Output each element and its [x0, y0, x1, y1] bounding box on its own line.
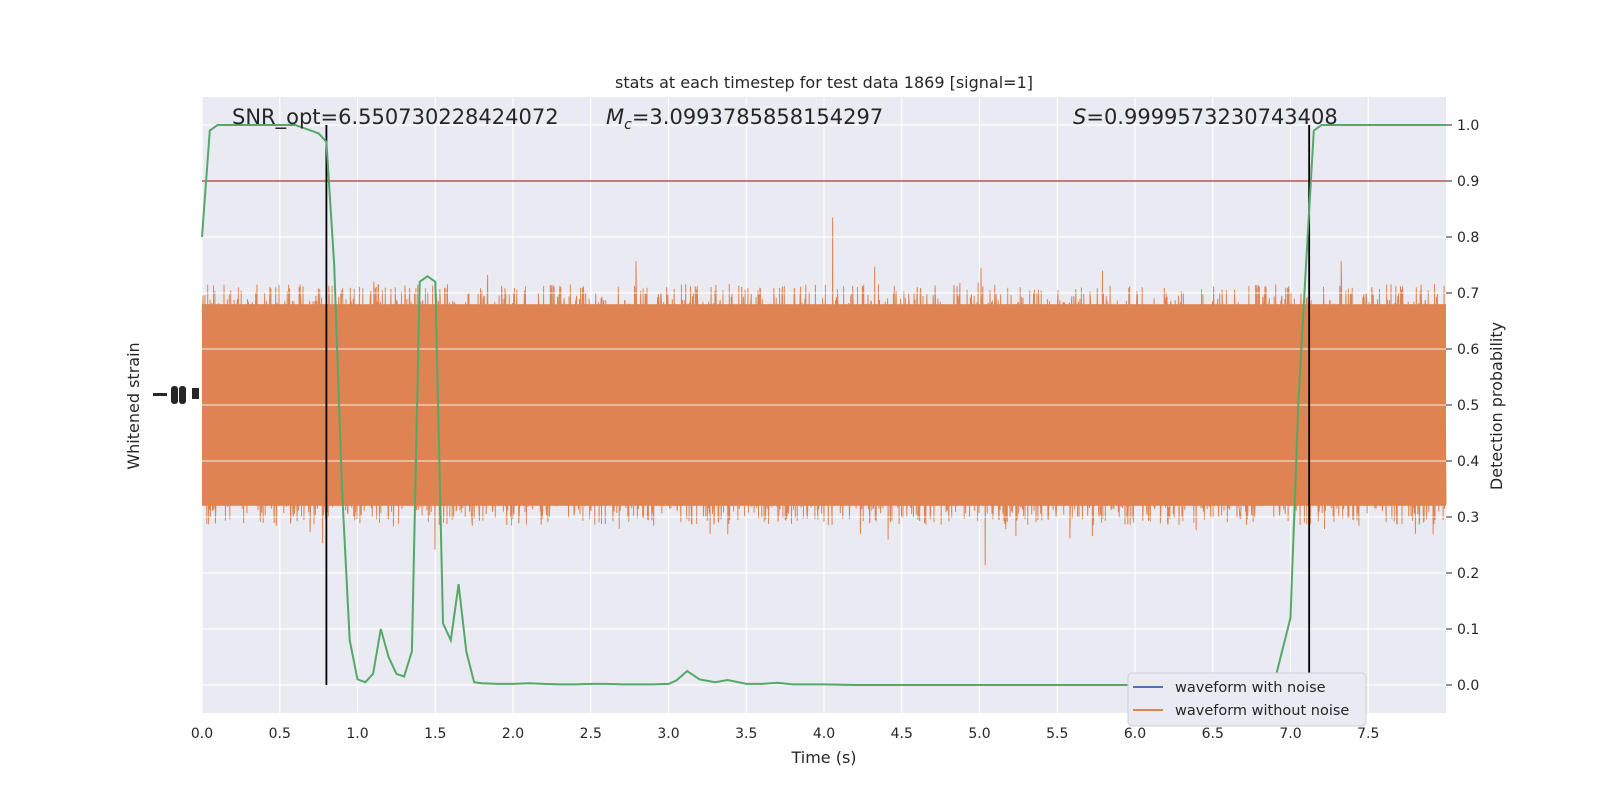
legend-label-with-noise: waveform with noise — [1175, 680, 1326, 696]
right-tick-label: 0.7 — [1457, 286, 1479, 302]
s-symbol: S — [1073, 105, 1086, 129]
x-tick-label: 3.5 — [735, 726, 757, 742]
x-tick-label: 5.5 — [1046, 726, 1068, 742]
legend-box — [1127, 672, 1367, 727]
x-tick-label: 4.0 — [813, 726, 835, 742]
x-tick-label: 6.5 — [1202, 726, 1224, 742]
chart-title: stats at each timestep for test data 186… — [615, 73, 1033, 92]
right-tick-label: 0.0 — [1457, 678, 1479, 694]
x-tick-label: 5.0 — [968, 726, 990, 742]
left-axis-ticks-overlap — [153, 386, 199, 404]
x-tick-label: 3.0 — [657, 726, 679, 742]
right-tick-label: 0.4 — [1457, 454, 1479, 470]
overlay-lines — [202, 124, 1446, 686]
overlapped-tick-mark — [179, 386, 186, 404]
x-tick-label: 7.5 — [1357, 726, 1379, 742]
x-tick-label: 1.5 — [424, 726, 446, 742]
overlapped-tick-mark — [192, 388, 199, 399]
left-axis-label: Whitened strain — [124, 342, 143, 469]
mc-value: =3.0993785858154297 — [632, 105, 883, 129]
right-axis-label: Detection probability — [1487, 322, 1506, 490]
right-tick-label: 0.3 — [1457, 510, 1479, 526]
right-axis-ticks: 0.0 0.1 0.2 0.3 0.4 0.5 0.6 0.7 0.8 0.9 1.0 — [1446, 118, 1479, 694]
legend: waveform with noise waveform without noi… — [1127, 672, 1367, 727]
right-tick-label: 1.0 — [1457, 118, 1479, 134]
overlapped-tick-mark — [171, 386, 178, 404]
overlapped-tick-mark — [153, 393, 167, 396]
mc-symbol: M — [606, 105, 624, 129]
x-tick-label: 2.0 — [502, 726, 524, 742]
s-annotation: S=0.9999573230743408 — [1073, 105, 1338, 129]
s-value: =0.9999573230743408 — [1086, 105, 1337, 129]
snr-annotation: SNR_opt=6.550730228424072 — [232, 105, 559, 130]
x-tick-label: 4.5 — [891, 726, 913, 742]
x-tick-label: 7.0 — [1279, 726, 1301, 742]
x-tick-label: 1.0 — [346, 726, 368, 742]
x-axis-label: Time (s) — [790, 748, 856, 767]
x-tick-label: 0.0 — [191, 726, 213, 742]
right-tick-label: 0.2 — [1457, 566, 1479, 582]
mc-annotation: Mc=3.0993785858154297 — [606, 105, 883, 133]
mc-subscript: c — [624, 117, 632, 133]
right-tick-label: 0.6 — [1457, 342, 1479, 358]
x-tick-label: 6.0 — [1124, 726, 1146, 742]
legend-label-without-noise: waveform without noise — [1175, 703, 1349, 719]
right-tick-label: 0.1 — [1457, 622, 1479, 638]
right-tick-label: 0.9 — [1457, 174, 1479, 190]
right-tick-label: 0.5 — [1457, 398, 1479, 414]
x-axis-ticks: 0.0 0.5 1.0 1.5 2.0 2.5 3.0 3.5 4.0 4.5 5.0 5.5 6.0 6… — [191, 726, 1380, 742]
right-tick-label: 0.8 — [1457, 230, 1479, 246]
x-tick-label: 0.5 — [269, 726, 291, 742]
x-tick-label: 2.5 — [580, 726, 602, 742]
